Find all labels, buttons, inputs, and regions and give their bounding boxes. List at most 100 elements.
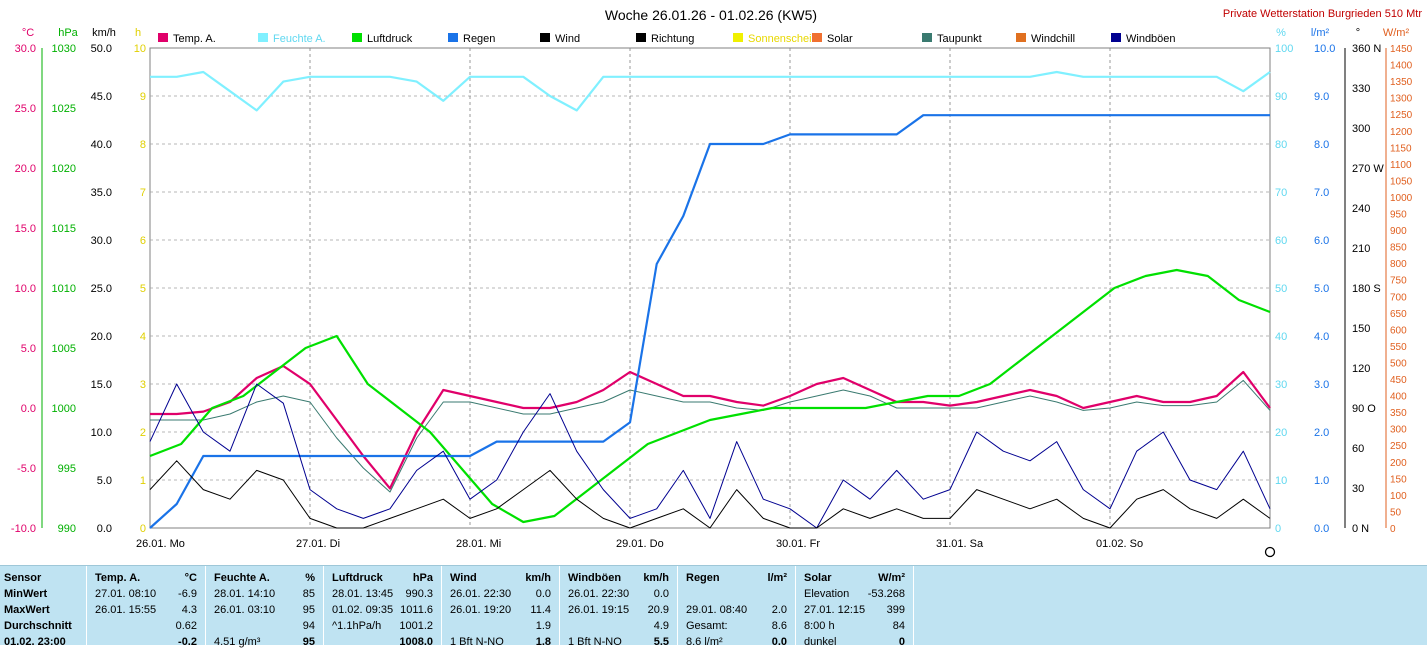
percent-axis-tick: 30 [1275, 379, 1287, 391]
solar-state: dunkel [804, 636, 837, 648]
legend-label: Windböen [1126, 33, 1176, 45]
lm2-axis-tick: 2.0 [1314, 427, 1329, 439]
solar-elevation: -53.268 [867, 588, 905, 600]
hours-axis-tick: 7 [140, 187, 146, 199]
table-col-druck: Luftdruck hPa 28.01. 13:45 990.3 01.02. 09… [324, 566, 442, 648]
kmh-axis-tick: 45.0 [91, 91, 112, 103]
percent-axis-tick: 50 [1275, 283, 1287, 295]
table-col-labels: Sensor MinWert MaxWert Durchschnitt 01.0… [0, 566, 87, 648]
temp-header: Temp. A. [95, 572, 141, 584]
deg-axis-tick: 30 [1352, 483, 1364, 495]
chart-axes: 30.025.020.015.010.05.00.0-5.0-10.0°C103… [11, 27, 1413, 550]
feuchte-min-value: 85 [302, 588, 315, 600]
regen-total-label: Gesamt: [686, 620, 728, 632]
wm2-axis-tick: 950 [1390, 210, 1407, 221]
kmh-axis-tick: 40.0 [91, 139, 112, 151]
feuchte-max-value: 95 [302, 604, 315, 616]
wm2-axis-tick: 1300 [1390, 94, 1413, 105]
chart-title: Woche 26.01.26 - 01.02.26 (KW5) [605, 7, 817, 23]
legend-label: Solar [827, 33, 853, 45]
temp-max-time: 26.01. 15:55 [95, 604, 157, 616]
temp-min-time: 27.01. 08:10 [95, 588, 157, 600]
hpa-axis-tick: 1000 [52, 403, 76, 415]
lm2-axis-tick: 3.0 [1314, 379, 1329, 391]
wm2-axis-tick: 1200 [1390, 127, 1413, 138]
temp-axis-unit: °C [22, 27, 34, 39]
series-wind [149, 460, 1271, 529]
hours-axis-tick: 5 [140, 283, 146, 295]
deg-axis-tick: 360 N [1352, 43, 1381, 55]
wm2-axis-tick: 1350 [1390, 77, 1413, 88]
feuchte-max-time: 26.01. 03:10 [214, 604, 276, 616]
deg-axis-tick: 60 [1352, 443, 1364, 455]
legend-swatch [922, 33, 932, 42]
wm2-axis-tick: 500 [1390, 358, 1407, 369]
regen-total: 8.6 [771, 620, 787, 632]
table-col-wind: Wind km/h 26.01. 22:30 0.0 26.01. 19:20 11.… [442, 566, 560, 648]
regen-max-value: 2.0 [771, 604, 787, 616]
hpa-axis-tick: 995 [58, 463, 76, 475]
feuchte-header: Feuchte A. [214, 572, 270, 584]
x-tick-label: 30.01. Fr [776, 538, 820, 550]
legend-label: Sonnenschein [748, 33, 818, 45]
deg-axis-tick: 330 [1352, 83, 1370, 95]
temp-axis-tick: 5.0 [21, 343, 36, 355]
x-tick-label: 26.01. Mo [136, 538, 185, 550]
temp-axis-tick: -10.0 [11, 523, 36, 535]
deg-axis-tick: 210 [1352, 243, 1370, 255]
feuchte-last-abs: 4.51 g/m³ [214, 636, 261, 648]
regen-max-time: 29.01. 08:40 [686, 604, 748, 616]
wm2-axis-tick: 1150 [1390, 143, 1412, 154]
percent-axis-tick: 70 [1275, 187, 1287, 199]
wm2-axis-tick: 450 [1390, 375, 1407, 386]
wm2-axis-tick: 400 [1390, 392, 1407, 403]
regen-last: 0.0 [771, 636, 787, 648]
percent-axis-tick: 40 [1275, 331, 1287, 343]
boen-last-bft: 1 Bft N-NO [568, 636, 622, 648]
legend-label: Regen [463, 33, 495, 45]
deg-axis-tick: 90 O [1352, 403, 1376, 415]
temp-avg: 0.62 [175, 620, 197, 632]
temp-min-value: -6.9 [178, 588, 197, 600]
solar-hours: 8:00 h [804, 620, 835, 632]
label-last: 01.02. 23:00 [4, 636, 66, 648]
series-luftdruck [149, 268, 1271, 524]
temp-axis-tick: 10.0 [15, 283, 36, 295]
kmh-axis-unit: km/h [92, 27, 116, 39]
boen-min-value: 0.0 [653, 588, 669, 600]
druck-trend: ^1.1hPa/h [332, 620, 382, 632]
wm2-axis-tick: 600 [1390, 325, 1407, 336]
table-col-boen: Windböen km/h 26.01. 22:30 0.0 26.01. 19:1… [560, 566, 678, 648]
hpa-axis-tick: 1005 [52, 343, 76, 355]
series-windb-en [149, 383, 1271, 529]
deg-axis-tick: 270 W [1352, 163, 1384, 175]
hours-axis-tick: 8 [140, 139, 146, 151]
table-col-feuchte: Feuchte A.% 28.01. 14:10 85 26.01. 03:10 9… [206, 566, 324, 648]
temp-axis-tick: 25.0 [15, 103, 36, 115]
regen-unit: l/m² [767, 572, 787, 584]
hours-axis-tick: 9 [140, 91, 146, 103]
percent-axis-tick: 0 [1275, 523, 1281, 535]
label-min: MinWert [4, 588, 48, 600]
wm2-axis-tick: 1100 [1390, 160, 1412, 171]
feuchte-avg: 94 [302, 620, 315, 632]
wm2-axis-tick: 300 [1390, 425, 1407, 436]
legend-swatch [1111, 33, 1121, 42]
solar-elevation-label: Elevation [804, 588, 850, 600]
deg-axis-tick: 120 [1352, 363, 1370, 375]
temp-last: -0.2 [178, 636, 197, 648]
feuchte-min-time: 28.01. 14:10 [214, 588, 276, 600]
wm2-axis-tick: 900 [1390, 226, 1407, 237]
lm2-axis-unit: l/m² [1311, 27, 1330, 39]
kmh-axis-tick: 30.0 [91, 235, 112, 247]
wm2-axis-unit: W/m² [1383, 27, 1410, 39]
hpa-axis-tick: 990 [58, 523, 76, 535]
wm2-axis-tick: 850 [1390, 243, 1407, 254]
legend-swatch [158, 33, 168, 42]
label-max: MaxWert [4, 604, 50, 616]
statistics-table: Sensor MinWert MaxWert Durchschnitt 01.0… [0, 565, 1427, 648]
druck-min-value: 990.3 [405, 588, 433, 600]
boen-max-time: 26.01. 19:15 [568, 604, 630, 616]
druck-min-time: 28.01. 13:45 [332, 588, 394, 600]
druck-header: Luftdruck [332, 572, 383, 584]
